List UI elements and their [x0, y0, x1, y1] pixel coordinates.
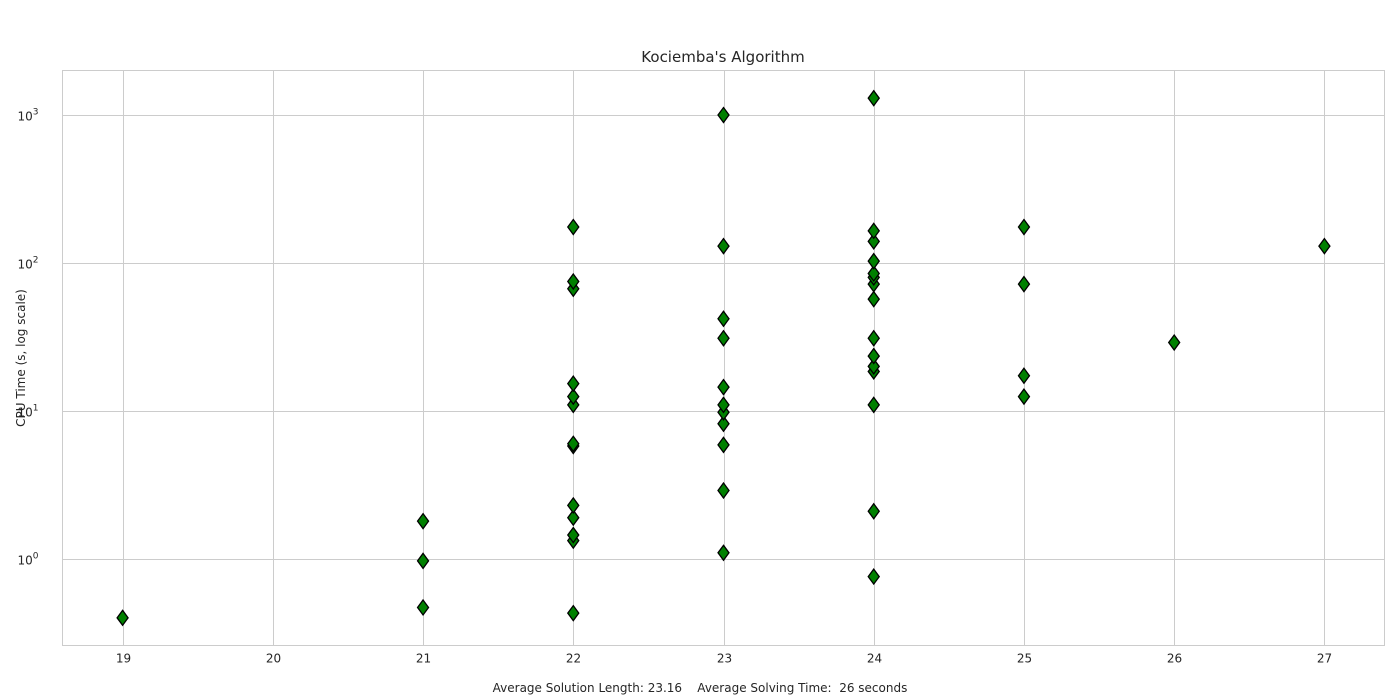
data-point	[717, 544, 730, 562]
x-tick-label: 26	[1167, 652, 1182, 666]
data-point	[1017, 367, 1031, 385]
data-point	[1318, 237, 1331, 255]
data-point	[1017, 275, 1031, 293]
y-axis-label: CPU Time (s, log scale)	[14, 289, 28, 427]
x-axis-ticks: 19 20 21 22 23 24 25 26 27	[116, 652, 1332, 666]
plot-frame	[62, 70, 1385, 646]
data-point	[867, 89, 881, 107]
data-point	[867, 357, 881, 376]
y-axis-ticks: 100 101 102 103	[17, 108, 38, 568]
data-point	[116, 609, 129, 627]
x-tick-label: 27	[1317, 652, 1332, 666]
x-axis-label: Average Solution Length: 23.16 Average S…	[493, 681, 908, 695]
data-point	[867, 232, 881, 250]
data-point	[717, 415, 730, 433]
data-point	[566, 218, 580, 236]
data-point	[867, 222, 881, 240]
y-tick-label: 103	[17, 108, 38, 124]
data-point	[717, 396, 730, 414]
data-point	[867, 264, 881, 283]
data-point	[717, 106, 730, 124]
data-point	[566, 435, 580, 453]
data-point	[1017, 218, 1031, 236]
data-point	[416, 512, 430, 530]
data-point	[867, 252, 881, 270]
data-point	[867, 396, 881, 414]
x-tick-label: 22	[566, 652, 581, 666]
data-point	[1017, 388, 1031, 406]
y-tick-label: 101	[17, 404, 38, 420]
data-point	[717, 329, 730, 347]
data-point	[867, 329, 881, 347]
data-point	[717, 481, 730, 500]
x-tick-label: 23	[717, 652, 732, 666]
data-point	[566, 509, 580, 527]
data-point	[867, 567, 881, 586]
data-point	[717, 310, 730, 328]
y-tick-label: 102	[17, 256, 38, 272]
y-tick-label: 100	[17, 552, 38, 568]
x-tick-label: 21	[416, 652, 431, 666]
data-point	[717, 378, 730, 396]
chart-title: Kociemba's Algorithm	[641, 48, 804, 66]
data-point	[867, 502, 881, 520]
x-tick-label: 20	[266, 652, 281, 666]
data-point	[566, 375, 580, 393]
x-tick-label: 25	[1017, 652, 1032, 666]
data-point	[867, 347, 881, 365]
data-point	[566, 604, 580, 622]
data-point	[416, 552, 430, 570]
data-point	[566, 388, 580, 406]
x-tick-label: 19	[116, 652, 131, 666]
data-point	[717, 237, 730, 255]
data-point	[416, 598, 430, 617]
data-point	[867, 290, 881, 308]
data-point	[717, 436, 730, 454]
data-points	[116, 89, 1331, 627]
data-point	[566, 526, 580, 544]
data-point	[566, 496, 580, 515]
data-point	[566, 272, 580, 291]
data-point	[1167, 333, 1181, 352]
x-tick-label: 24	[867, 652, 882, 666]
